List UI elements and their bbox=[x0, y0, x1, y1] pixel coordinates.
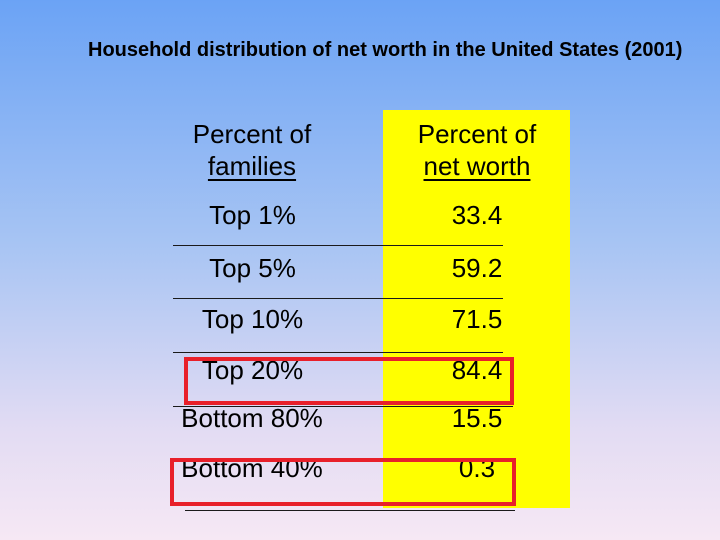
table-row-group: Bottom 80% bbox=[181, 403, 323, 433]
table-row-group: Top 1% bbox=[209, 200, 296, 230]
row-divider bbox=[173, 352, 503, 353]
table-row-value: 71.5 bbox=[451, 304, 503, 334]
slide-title: Household distribution of net worth in t… bbox=[88, 39, 683, 61]
families-header: Percent of families bbox=[172, 118, 332, 182]
highlight-box-top-20 bbox=[184, 357, 514, 405]
families-header-line1: Percent of bbox=[192, 119, 312, 149]
row-divider bbox=[185, 510, 515, 511]
table-row-value: 33.4 bbox=[451, 200, 503, 230]
row-divider bbox=[173, 298, 503, 299]
families-header-line2: families bbox=[207, 151, 297, 181]
net-worth-header: Percent of net worth bbox=[397, 118, 557, 182]
table-row-value: 15.5 bbox=[451, 403, 503, 433]
net-worth-header-line2: net worth bbox=[423, 151, 531, 181]
net-worth-header-line1: Percent of bbox=[417, 119, 537, 149]
table-row-value: 59.2 bbox=[451, 253, 503, 283]
row-divider bbox=[173, 406, 513, 407]
net-worth-column-highlight bbox=[383, 110, 570, 508]
highlight-box-bottom-40 bbox=[170, 458, 516, 506]
table-row-group: Top 10% bbox=[201, 304, 304, 334]
row-divider bbox=[173, 245, 503, 246]
table-row-group: Top 5% bbox=[209, 253, 296, 283]
